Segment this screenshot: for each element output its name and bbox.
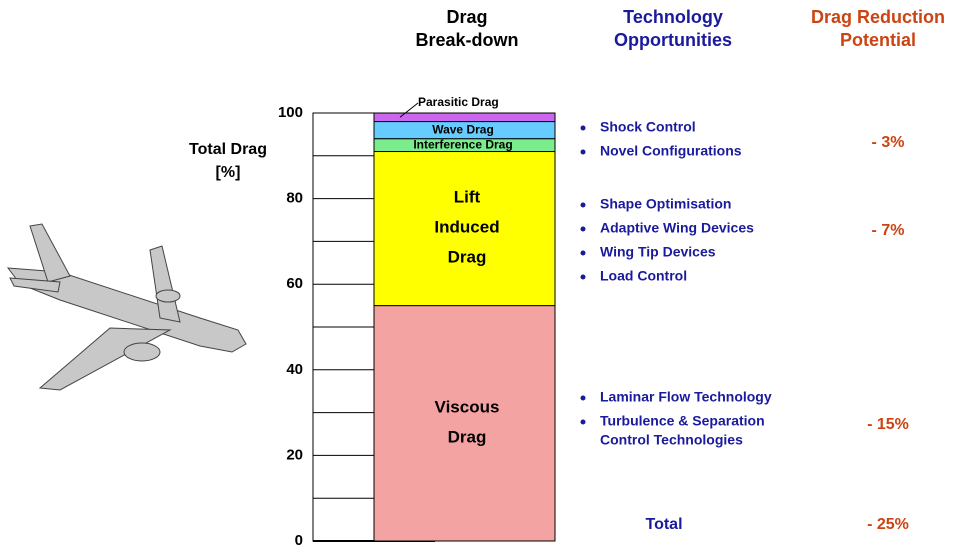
- y-tick-label: 80: [286, 190, 303, 207]
- technology-item: Laminar Flow Technology: [600, 389, 772, 405]
- bullet: [581, 150, 586, 155]
- chart: Drag Break-down Technology Opportunities Dra…: [0, 0, 973, 550]
- bullet: [581, 275, 586, 280]
- segment-label: Interference Drag: [413, 137, 512, 151]
- column-header: Drag: [446, 7, 487, 27]
- bullet: [581, 251, 586, 256]
- bar-segment: [374, 306, 555, 541]
- total-reduction: - 25%: [867, 516, 909, 533]
- column-header: Break-down: [415, 30, 518, 50]
- y-axis-label: Total Drag: [189, 141, 267, 158]
- bar-segment: [374, 113, 555, 122]
- technology-item: Wing Tip Devices: [600, 244, 716, 260]
- reduction-value: - 3%: [872, 134, 905, 151]
- column-header: Technology: [623, 7, 723, 27]
- technology-item: Novel Configurations: [600, 143, 742, 159]
- segment-label: Wave Drag: [432, 122, 494, 136]
- y-tick-label: 60: [286, 275, 303, 292]
- y-tick-label: 100: [278, 104, 303, 121]
- segment-label: Parasitic Drag: [418, 95, 499, 109]
- reduction-value: - 7%: [872, 222, 905, 239]
- technology-item: Shape Optimisation: [600, 196, 731, 212]
- technology-item: Shock Control: [600, 119, 696, 135]
- airplane: [8, 224, 246, 390]
- technology-item: Adaptive Wing Devices: [600, 220, 754, 236]
- y-tick-label: 20: [286, 446, 303, 463]
- technology-item: Turbulence & Separation: [600, 413, 765, 429]
- bullet: [581, 396, 586, 401]
- reduction-value: - 15%: [867, 416, 909, 433]
- y-tick-label: 0: [295, 532, 303, 549]
- total-label: Total: [645, 516, 682, 533]
- technology-item: Control Technologies: [600, 432, 743, 448]
- bullet: [581, 203, 586, 208]
- bullet: [581, 420, 586, 425]
- bullet: [581, 227, 586, 232]
- technology-item: Load Control: [600, 268, 687, 284]
- y-axis-label: [%]: [216, 164, 241, 181]
- y-tick-label: 40: [286, 361, 303, 378]
- bullet: [581, 126, 586, 131]
- column-header: Potential: [840, 30, 916, 50]
- column-header: Drag Reduction: [811, 7, 945, 27]
- column-header: Opportunities: [614, 30, 732, 50]
